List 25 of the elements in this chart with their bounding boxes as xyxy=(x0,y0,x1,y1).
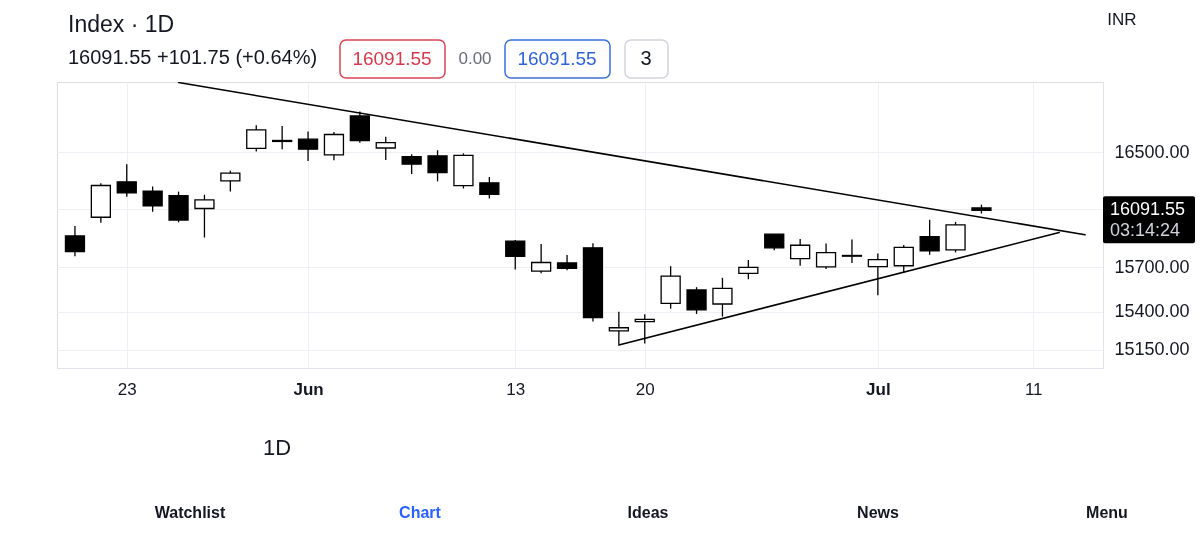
chart-subtitle: 16091.55 +101.75 (+0.64%) xyxy=(68,46,318,68)
text: Chart xyxy=(399,504,442,521)
text: 03:14:24 xyxy=(1110,220,1181,241)
x-tick-label: 23 xyxy=(117,379,137,399)
y-tick-label: 16500.00 xyxy=(1114,141,1190,162)
text: 16091.55 xyxy=(1110,199,1186,220)
text: 1D xyxy=(262,435,292,460)
y-tick-label: 15700.00 xyxy=(1114,256,1190,277)
x-tick-label: 20 xyxy=(635,379,655,399)
x-tick-label: Jul xyxy=(866,379,891,399)
text: INR xyxy=(1107,10,1137,29)
x-tick-label: 11 xyxy=(1024,379,1043,399)
y-tick-label: 15150.00 xyxy=(1114,339,1190,360)
x-tick-label: Jun xyxy=(293,379,324,399)
text: Ideas xyxy=(627,504,669,521)
text: News xyxy=(857,504,899,521)
text: 16091.55 xyxy=(352,48,432,69)
text: 0.00 xyxy=(458,49,492,68)
text: Watchlist xyxy=(154,504,226,521)
chart-title: Index · 1D xyxy=(68,11,175,37)
text: Menu xyxy=(1086,504,1128,521)
text: 3 xyxy=(640,47,652,69)
text: 16091.55 xyxy=(517,48,597,69)
y-tick-label: 15400.00 xyxy=(1114,301,1190,322)
x-tick-label: 13 xyxy=(506,379,526,399)
